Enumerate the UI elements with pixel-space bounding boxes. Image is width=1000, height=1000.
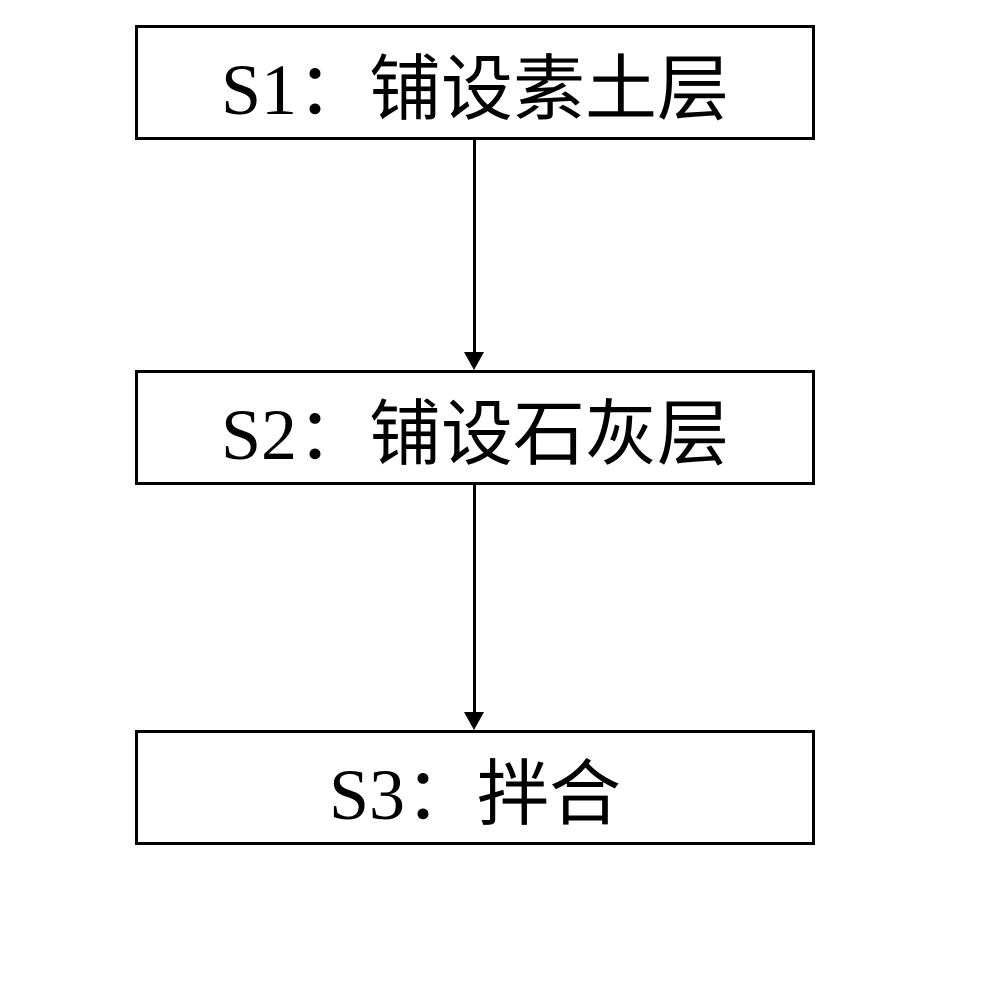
node-label: S1：铺设素土层 <box>221 30 729 135</box>
node-label: S2：铺设石灰层 <box>221 375 729 480</box>
flowchart-node-s2: S2：铺设石灰层 <box>135 370 815 485</box>
flowchart-edge-s1-s2 <box>473 140 476 352</box>
node-label: S3：拌合 <box>329 735 621 840</box>
flowchart-edge-s2-s3 <box>473 485 476 712</box>
arrow-head-icon <box>464 352 484 370</box>
arrow-head-icon <box>464 712 484 730</box>
flowchart-container: S1：铺设素土层 S2：铺设石灰层 S3：拌合 <box>0 0 1000 1000</box>
flowchart-node-s1: S1：铺设素土层 <box>135 25 815 140</box>
flowchart-node-s3: S3：拌合 <box>135 730 815 845</box>
